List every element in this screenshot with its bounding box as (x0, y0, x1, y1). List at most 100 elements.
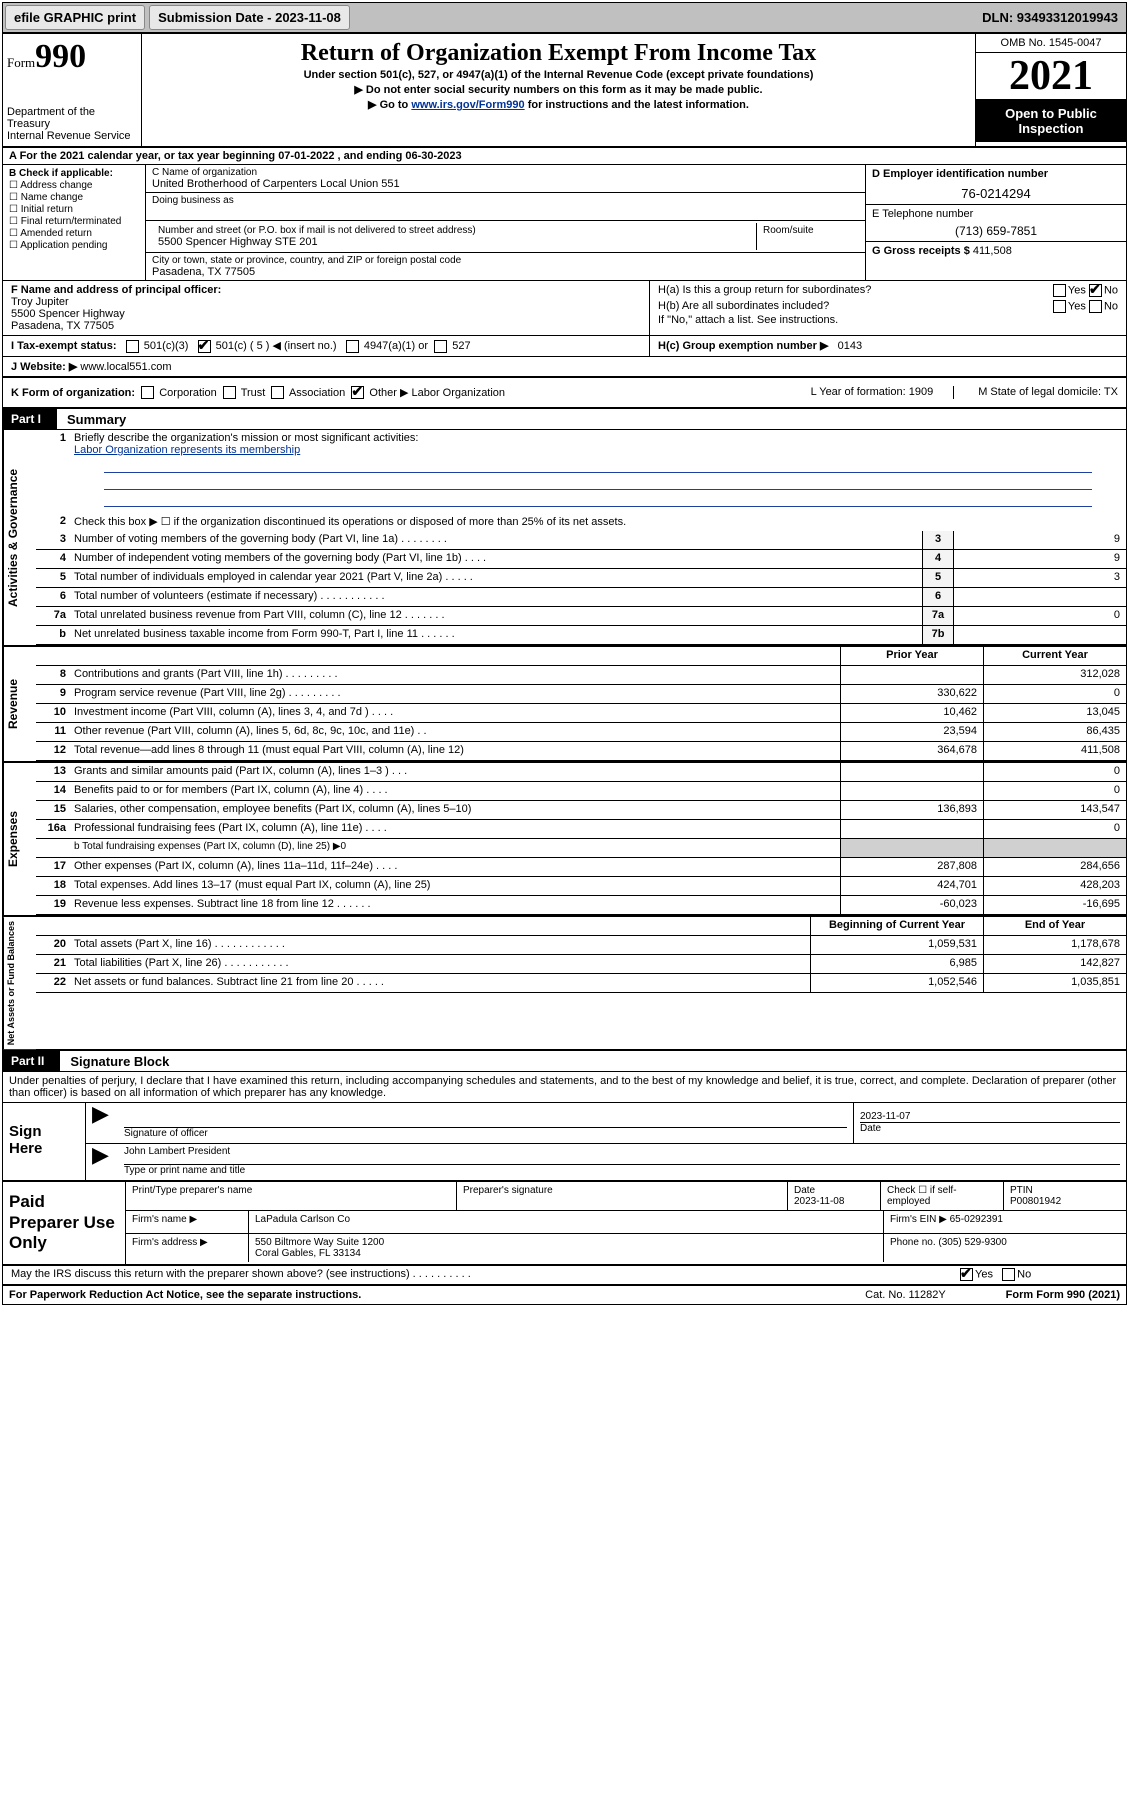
d-lbl: D Employer identification number (872, 168, 1048, 180)
k-trust-chk[interactable] (223, 386, 236, 399)
chk-final[interactable]: ☐ Final return/terminated (9, 216, 139, 227)
discuss-no: No (1017, 1268, 1031, 1280)
g-val: 411,508 (973, 245, 1012, 257)
pp-phone-lbl: Phone no. (890, 1237, 936, 1248)
dept-treasury: Department of the Treasury (7, 106, 137, 130)
hb-yes: Yes (1068, 300, 1086, 312)
section-b-c-d: B Check if applicable: ☐ Address change … (3, 165, 1126, 281)
line1-val: Labor Organization represents its member… (74, 444, 300, 456)
line-desc: Salaries, other compensation, employee b… (70, 801, 840, 819)
chk-initial[interactable]: ☐ Initial return (9, 204, 139, 215)
line-box: 4 (922, 550, 953, 568)
j-website[interactable]: www.local551.com (80, 361, 171, 373)
discuss-yes-chk[interactable] (960, 1268, 973, 1281)
omb-number: OMB No. 1545-0047 (976, 34, 1126, 53)
pra-notice: For Paperwork Reduction Act Notice, see … (9, 1289, 361, 1301)
c-name: United Brotherhood of Carpenters Local U… (152, 178, 859, 190)
line-curr: 411,508 (983, 742, 1126, 760)
pp-phone: (305) 529-9300 (938, 1237, 1006, 1248)
chk-amended[interactable]: ☐ Amended return (9, 228, 139, 239)
e-lbl: E Telephone number (872, 208, 973, 220)
c-room-lbl: Room/suite (763, 225, 853, 236)
chk-name[interactable]: ☐ Name change (9, 192, 139, 203)
line-num: 6 (36, 588, 70, 606)
box-d-e-g: D Employer identification number 76-0214… (865, 165, 1126, 280)
sign-here-label: Sign Here (3, 1103, 86, 1180)
sec-expenses: Expenses 13 Grants and similar amounts p… (3, 763, 1126, 917)
form-word: Form (7, 55, 35, 70)
line-desc: Total unrelated business revenue from Pa… (70, 607, 922, 625)
paid-preparer-block: Paid Preparer Use Only Print/Type prepar… (3, 1182, 1126, 1265)
line-prior: 23,594 (840, 723, 983, 741)
i-527-chk[interactable] (434, 340, 447, 353)
hdr-begin: Beginning of Current Year (810, 917, 983, 935)
vtab-net: Net Assets or Fund Balances (3, 917, 36, 1049)
line-desc: Grants and similar amounts paid (Part IX… (70, 763, 840, 781)
k-other-chk[interactable] (351, 386, 364, 399)
line1-num: 1 (36, 430, 70, 513)
line-desc: Total number of volunteers (estimate if … (70, 588, 922, 606)
line-prior: 1,052,546 (810, 974, 983, 992)
k-corp-chk[interactable] (141, 386, 154, 399)
line-desc: Total expenses. Add lines 13–17 (must eq… (70, 877, 840, 895)
line-curr: 0 (983, 820, 1126, 838)
open-to-public: Open to Public Inspection (976, 100, 1126, 142)
header-center: Return of Organization Exempt From Incom… (142, 34, 975, 146)
i-501c3-chk[interactable] (126, 340, 139, 353)
chk-pending[interactable]: ☐ Application pending (9, 240, 139, 251)
hb-no-chk[interactable] (1089, 300, 1102, 313)
ha-no-chk[interactable] (1089, 284, 1102, 297)
line-curr: 142,827 (983, 955, 1126, 973)
header-sub3: ▶ Go to www.irs.gov/Form990 for instruct… (150, 98, 967, 111)
summary-line: 15 Salaries, other compensation, employe… (36, 801, 1126, 820)
line-prior: 330,622 (840, 685, 983, 703)
c-dba-lbl: Doing business as (152, 195, 859, 206)
i-4947-chk[interactable] (346, 340, 359, 353)
line-prior: 424,701 (840, 877, 983, 895)
line-desc: Total liabilities (Part X, line 26) . . … (70, 955, 810, 973)
summary-line: 9 Program service revenue (Part VIII, li… (36, 685, 1126, 704)
k-assoc-chk[interactable] (271, 386, 284, 399)
ha-lbl: H(a) Is this a group return for subordin… (658, 284, 871, 296)
discuss-yes: Yes (975, 1268, 993, 1280)
line-num: 15 (36, 801, 70, 819)
form-990-page: efile GRAPHIC print Submission Date - 20… (2, 2, 1127, 1305)
vtab-rev: Revenue (3, 647, 36, 761)
pp-ein: 65-0292391 (950, 1214, 1003, 1225)
line-desc: Investment income (Part VIII, column (A)… (70, 704, 840, 722)
tax-year: 2021 (976, 53, 1126, 100)
hb-no: No (1104, 300, 1118, 312)
form-ref-val: Form 990 (2021) (1036, 1289, 1120, 1301)
pp-addr1: 550 Biltmore Way Suite 1200 (255, 1237, 384, 1248)
sub3a: ▶ Go to (368, 99, 411, 111)
k-other: Other ▶ (369, 387, 408, 399)
chk-address[interactable]: ☐ Address change (9, 180, 139, 191)
line-curr: -16,695 (983, 896, 1126, 914)
irs-link[interactable]: www.irs.gov/Form990 (411, 99, 524, 111)
line-box: 6 (922, 588, 953, 606)
i-501c-chk[interactable] (198, 340, 211, 353)
line-prior: 1,059,531 (810, 936, 983, 954)
pp-h4[interactable]: Check ☐ if self-employed (881, 1182, 1004, 1210)
line1-desc: Briefly describe the organization's miss… (74, 432, 418, 444)
line-curr: 312,028 (983, 666, 1126, 684)
header-right: OMB No. 1545-0047 2021 Open to Public In… (975, 34, 1126, 146)
summary-line: 10 Investment income (Part VIII, column … (36, 704, 1126, 723)
line-num: 20 (36, 936, 70, 954)
discuss-no-chk[interactable] (1002, 1268, 1015, 1281)
ha-yes-chk[interactable] (1053, 284, 1066, 297)
line-val: 3 (953, 569, 1126, 587)
summary-line: 8 Contributions and grants (Part VIII, l… (36, 666, 1126, 685)
f-name: Troy Jupiter (11, 296, 69, 308)
sig-name: John Lambert President (124, 1146, 1120, 1165)
discuss-text: May the IRS discuss this return with the… (3, 1266, 954, 1284)
pp-h5: PTIN (1010, 1185, 1033, 1196)
line-desc: Benefits paid to or for members (Part IX… (70, 782, 840, 800)
box-b: B Check if applicable: ☐ Address change … (3, 165, 146, 280)
hb-yes-chk[interactable] (1053, 300, 1066, 313)
k-other-val: Labor Organization (411, 387, 505, 399)
line-curr: 86,435 (983, 723, 1126, 741)
efile-graphic-label[interactable]: efile GRAPHIC print (5, 5, 145, 30)
line-desc: Contributions and grants (Part VIII, lin… (70, 666, 840, 684)
pp-h1: Print/Type preparer's name (126, 1182, 457, 1210)
